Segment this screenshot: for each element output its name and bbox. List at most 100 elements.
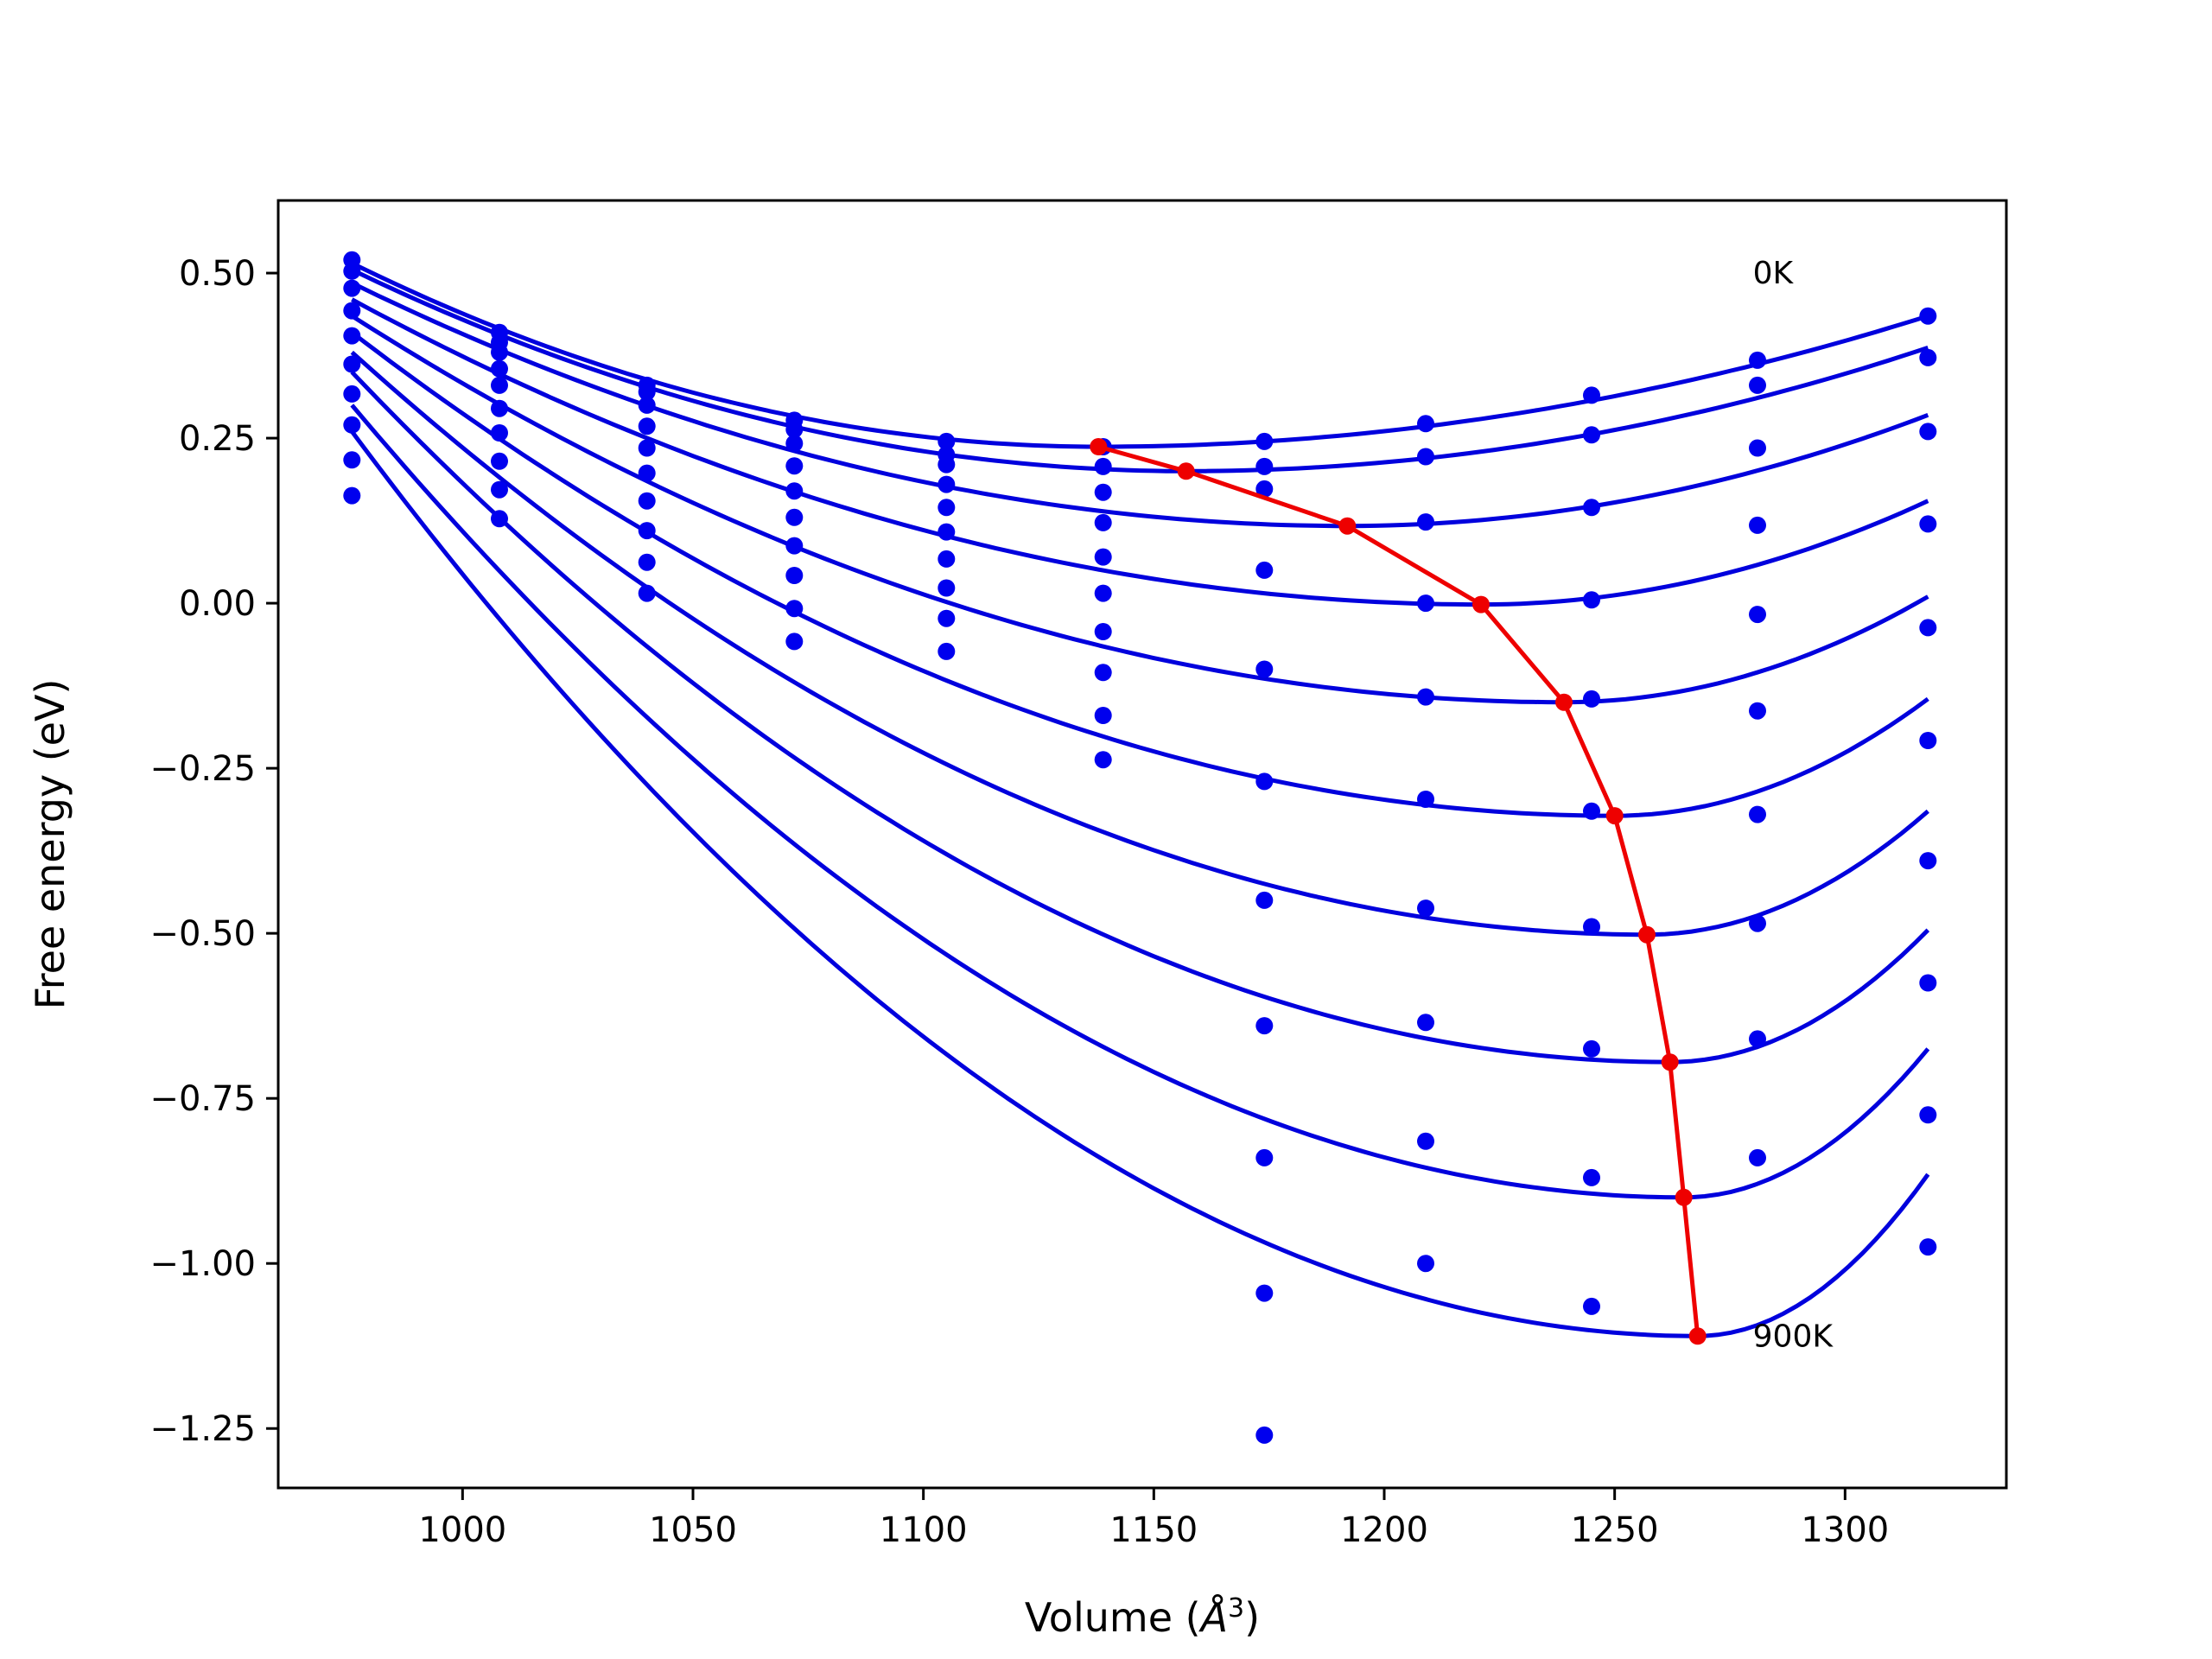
data-point-4-7	[1417, 689, 1434, 706]
data-point-9-1	[491, 510, 508, 527]
data-point-8-8	[1583, 1169, 1600, 1186]
data-point-5-4	[938, 524, 955, 541]
data-point-5-10	[1919, 732, 1936, 749]
data-point-8-4	[938, 610, 955, 627]
data-point-2-4	[938, 456, 955, 474]
data-point-2-3	[785, 435, 803, 452]
data-point-9-0	[343, 487, 360, 505]
data-point-9-10	[1919, 1238, 1936, 1255]
minimum-point-4	[1555, 694, 1573, 711]
data-point-4-2	[639, 440, 656, 457]
data-point-8-5	[1095, 707, 1112, 724]
data-point-4-1	[491, 377, 508, 394]
y-tick-label: 0.25	[179, 419, 256, 459]
data-point-8-0	[343, 451, 360, 468]
y-tick-label: 0.00	[179, 584, 256, 624]
minimum-point-9	[1689, 1327, 1707, 1344]
minimum-point-6	[1638, 926, 1656, 944]
data-point-9-6	[1255, 1285, 1273, 1302]
data-point-7-7	[1417, 1014, 1434, 1031]
y-axis-title: Free energy (eV)	[27, 679, 73, 1010]
data-point-6-10	[1919, 852, 1936, 869]
data-point-9-7	[1417, 1255, 1434, 1272]
y-tick-label: −0.75	[149, 1079, 256, 1119]
data-point-1-0	[343, 263, 360, 280]
data-point-6-7	[1417, 899, 1434, 917]
data-point-1-7	[1417, 448, 1434, 466]
y-tick-label: 0.50	[179, 254, 256, 294]
data-point-7-3	[785, 567, 803, 584]
data-point-4-10	[1919, 619, 1936, 636]
x-tick-label: 1250	[1571, 1510, 1659, 1550]
y-tick-label: −0.25	[149, 749, 256, 789]
data-point-7-4	[938, 580, 955, 597]
x-axis-title: Volume (Å3)	[1025, 1593, 1260, 1642]
data-point-3-0	[343, 302, 360, 320]
minimum-point-5	[1606, 807, 1624, 824]
data-point-7-10	[1919, 975, 1936, 992]
data-point-9-9	[1749, 1149, 1766, 1166]
data-point-1-10	[1919, 349, 1936, 366]
data-point-7-9	[1749, 915, 1766, 932]
y-tick-label: −1.00	[149, 1244, 256, 1284]
data-point-4-0	[343, 327, 360, 345]
data-point-3-10	[1919, 515, 1936, 532]
data-point-1-9	[1749, 377, 1766, 394]
data-point-6-0	[343, 385, 360, 403]
data-point-0-7	[1417, 415, 1434, 432]
y-tick-label: −1.25	[149, 1409, 256, 1449]
data-point-5-7	[1417, 791, 1434, 808]
data-point-2-7	[1417, 513, 1434, 531]
data-point-4-4	[938, 499, 955, 516]
data-point-9-3	[785, 632, 803, 650]
data-point-7-0	[343, 416, 360, 434]
data-point-5-9	[1749, 702, 1766, 720]
data-point-7-1	[491, 453, 508, 470]
data-point-8-7	[1417, 1133, 1434, 1150]
data-point-3-4	[938, 476, 955, 493]
data-point-1-6	[1255, 458, 1273, 475]
x-tick-label: 1100	[880, 1510, 968, 1550]
data-point-5-6	[1255, 772, 1273, 790]
x-tick-label: 1150	[1109, 1510, 1198, 1550]
data-point-5-0	[343, 356, 360, 373]
minimum-point-0	[1090, 438, 1107, 455]
data-point-0-8	[1583, 386, 1600, 404]
minimum-point-3	[1472, 596, 1490, 613]
data-point-0-9	[1749, 352, 1766, 369]
data-point-7-5	[1095, 664, 1112, 681]
data-point-6-8	[1583, 918, 1600, 936]
data-point-0-6	[1255, 433, 1273, 450]
data-point-7-6	[1255, 1017, 1273, 1034]
data-point-4-9	[1749, 606, 1766, 623]
data-point-5-8	[1583, 803, 1600, 820]
minimum-point-7	[1662, 1053, 1679, 1071]
data-point-4-5	[1095, 549, 1112, 566]
data-point-2-8	[1583, 499, 1600, 516]
x-tick-label: 1050	[649, 1510, 737, 1550]
data-point-8-1	[491, 481, 508, 499]
data-point-3-5	[1095, 514, 1112, 531]
data-point-8-2	[639, 554, 656, 571]
data-point-extra-6	[1255, 1427, 1273, 1444]
data-point-6-5	[1095, 623, 1112, 640]
data-point-4-3	[785, 482, 803, 499]
data-point-9-4	[938, 643, 955, 660]
data-point-3-1	[491, 360, 508, 378]
data-point-6-1	[491, 424, 508, 442]
data-point-8-6	[1255, 1149, 1273, 1166]
data-point-5-5	[1095, 585, 1112, 602]
data-point-1-8	[1583, 426, 1600, 443]
annotation-0k: 0K	[1753, 256, 1795, 291]
data-point-6-4	[938, 550, 955, 568]
data-point-1-5	[1095, 458, 1112, 475]
data-point-5-1	[491, 400, 508, 417]
data-point-9-5	[1095, 751, 1112, 768]
data-point-2-0	[343, 280, 360, 297]
data-point-2-2	[639, 397, 656, 414]
data-point-5-3	[785, 509, 803, 526]
minimum-point-2	[1338, 518, 1356, 535]
data-point-0-10	[1919, 308, 1936, 325]
data-point-3-6	[1255, 562, 1273, 579]
